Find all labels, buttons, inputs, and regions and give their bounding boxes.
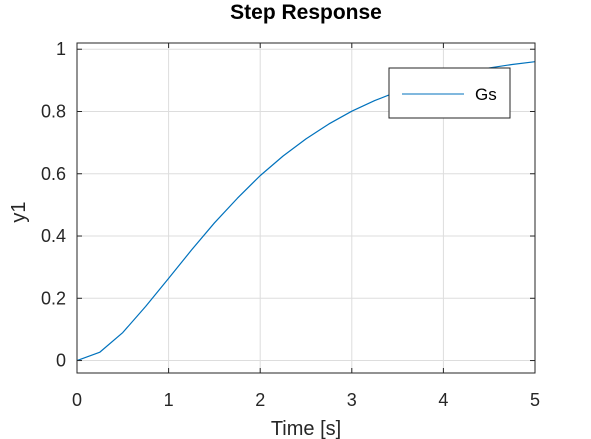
y-tick-label: 1 [56, 39, 66, 59]
y-tick-label: 0 [56, 351, 66, 371]
axes-box [76, 42, 536, 374]
y-tick-label: 0.6 [41, 164, 66, 184]
x-tick-label: 4 [438, 390, 448, 410]
y-tick-label: 0.8 [41, 101, 66, 121]
x-tick-label: 0 [72, 390, 82, 410]
x-tick-label: 5 [530, 390, 540, 410]
y-axis-label: y1 [8, 201, 30, 222]
x-tick-label: 3 [347, 390, 357, 410]
x-tick-label: 2 [255, 390, 265, 410]
legend-label-gs: Gs [475, 85, 497, 104]
legend-box [388, 67, 511, 119]
chart-title: Step Response [230, 1, 382, 24]
tick-layer: 0 1 2 3 4 5 0 0.2 0.4 0.6 0.8 1 [41, 39, 540, 410]
y-tick-label: 0.4 [41, 226, 66, 246]
y-tick-label: 0.2 [41, 288, 66, 308]
legend: Gs [388, 67, 511, 119]
x-axis-label: Time [s] [271, 418, 341, 439]
x-tick-label: 1 [164, 390, 174, 410]
